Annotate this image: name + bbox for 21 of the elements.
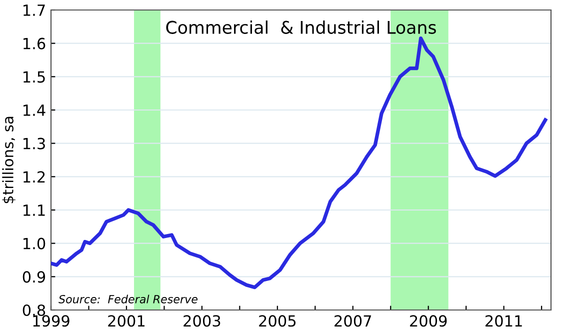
- y-axis-title: $trillions, sa: [2, 116, 16, 204]
- line-series: [51, 36, 548, 290]
- chart-title: Commercial & Industrial Loans: [166, 20, 436, 34]
- x-tick-label: 2007: [334, 315, 372, 327]
- y-tick-label: 1.4: [24, 104, 46, 116]
- x-tick-label: 2005: [259, 315, 296, 327]
- y-tick-label: 1.5: [24, 71, 45, 83]
- x-tick-label: 2009: [410, 315, 447, 327]
- x-tick-label: 1999: [33, 315, 70, 327]
- y-tick-label: 1.7: [24, 4, 45, 16]
- annotation: Source: Federal Reserve: [58, 294, 198, 304]
- y-tick-label: 1.2: [24, 171, 45, 182]
- y-tick-label: 0.8: [22, 304, 46, 316]
- y-tick-label: 0.9: [22, 271, 46, 283]
- y-tick-label: 1.1: [24, 204, 45, 216]
- y-tick-label: 1.3: [24, 138, 45, 150]
- x-tick-label: 2011: [486, 315, 522, 327]
- y-tick-label: 1.0: [24, 238, 46, 250]
- x-tick-label: 2001: [108, 315, 144, 327]
- y-tick-label: 1.6: [24, 38, 46, 50]
- x-tick-label: 2003: [184, 315, 220, 327]
